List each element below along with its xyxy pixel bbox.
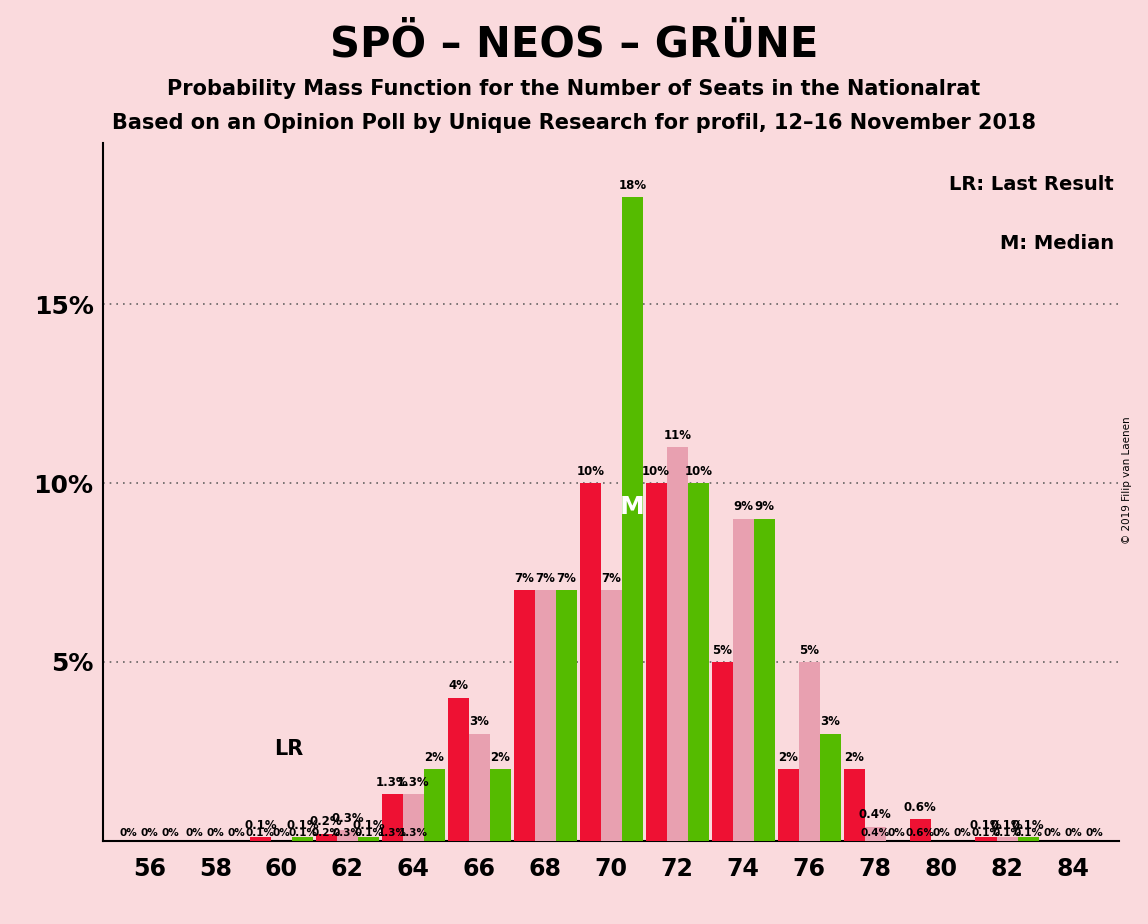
Text: 2%: 2% [490, 751, 511, 764]
Bar [622, 197, 643, 841]
Bar [424, 770, 445, 841]
Bar [844, 770, 864, 841]
Text: 0.4%: 0.4% [861, 828, 890, 838]
Text: 0.1%: 0.1% [286, 819, 319, 832]
Bar [316, 833, 336, 841]
Text: LR: LR [274, 738, 303, 759]
Text: M: Median: M: Median [1000, 234, 1115, 253]
Text: 0.1%: 0.1% [970, 819, 1002, 832]
Bar [996, 837, 1018, 841]
Bar [909, 820, 931, 841]
Bar [864, 827, 886, 841]
Text: SPÖ – NEOS – GRÜNE: SPÖ – NEOS – GRÜNE [329, 23, 819, 65]
Bar [403, 795, 424, 841]
Text: 1.3%: 1.3% [375, 776, 409, 789]
Text: 0%: 0% [207, 828, 224, 838]
Text: 0.3%: 0.3% [331, 812, 364, 825]
Text: 0%: 0% [953, 828, 971, 838]
Bar [250, 837, 271, 841]
Bar [754, 519, 775, 841]
Text: 2%: 2% [425, 751, 444, 764]
Text: 0.3%: 0.3% [333, 828, 362, 838]
Text: 2%: 2% [844, 751, 864, 764]
Text: Probability Mass Function for the Number of Seats in the Nationalrat: Probability Mass Function for the Number… [168, 79, 980, 99]
Text: 11%: 11% [664, 429, 691, 442]
Text: 0%: 0% [119, 828, 138, 838]
Text: 1.3%: 1.3% [397, 776, 429, 789]
Text: 0.4%: 0.4% [859, 808, 892, 821]
Text: 9%: 9% [754, 501, 775, 514]
Bar [712, 662, 732, 841]
Text: 0.1%: 0.1% [245, 819, 277, 832]
Bar [556, 590, 577, 841]
Text: 0.6%: 0.6% [906, 828, 934, 838]
Bar [688, 483, 709, 841]
Text: 0.1%: 0.1% [246, 828, 274, 838]
Bar [468, 734, 490, 841]
Text: 0%: 0% [932, 828, 951, 838]
Text: 0%: 0% [272, 828, 290, 838]
Text: 7%: 7% [514, 572, 534, 585]
Text: 5%: 5% [799, 644, 820, 657]
Bar [358, 837, 379, 841]
Bar [667, 447, 688, 841]
Bar [513, 590, 535, 841]
Text: 3%: 3% [821, 715, 840, 728]
Text: 7%: 7% [602, 572, 621, 585]
Text: 0.2%: 0.2% [312, 828, 341, 838]
Bar [1018, 837, 1039, 841]
Text: 7%: 7% [557, 572, 576, 585]
Text: 0%: 0% [186, 828, 203, 838]
Bar [292, 837, 313, 841]
Bar [490, 770, 511, 841]
Text: 9%: 9% [734, 501, 753, 514]
Text: 18%: 18% [619, 178, 646, 191]
Bar [645, 483, 667, 841]
Text: 10%: 10% [684, 465, 713, 478]
Bar [777, 770, 799, 841]
Bar [732, 519, 754, 841]
Text: 0.6%: 0.6% [903, 801, 937, 814]
Bar [799, 662, 820, 841]
Text: 1.3%: 1.3% [398, 828, 428, 838]
Text: 7%: 7% [535, 572, 556, 585]
Text: 0%: 0% [162, 828, 179, 838]
Bar [976, 837, 996, 841]
Bar [535, 590, 556, 841]
Text: LR: Last Result: LR: Last Result [949, 175, 1115, 194]
Text: 0.1%: 0.1% [354, 828, 383, 838]
Text: 0.1%: 0.1% [993, 828, 1022, 838]
Text: 3%: 3% [470, 715, 489, 728]
Bar [820, 734, 840, 841]
Text: 0.1%: 0.1% [352, 819, 385, 832]
Text: 0.1%: 0.1% [1014, 828, 1042, 838]
Text: 0%: 0% [1044, 828, 1061, 838]
Text: 0%: 0% [887, 828, 905, 838]
Text: 0%: 0% [227, 828, 246, 838]
Text: 5%: 5% [712, 644, 732, 657]
Text: 10%: 10% [642, 465, 670, 478]
Text: 1.3%: 1.3% [378, 828, 406, 838]
Text: © 2019 Filip van Laenen: © 2019 Filip van Laenen [1123, 417, 1132, 544]
Text: 0%: 0% [1064, 828, 1083, 838]
Text: 0.1%: 0.1% [288, 828, 317, 838]
Text: 0%: 0% [1085, 828, 1103, 838]
Bar [448, 698, 468, 841]
Text: 2%: 2% [778, 751, 798, 764]
Text: Based on an Opinion Poll by Unique Research for profil, 12–16 November 2018: Based on an Opinion Poll by Unique Resea… [113, 113, 1035, 133]
Bar [600, 590, 622, 841]
Bar [336, 830, 358, 841]
Text: 0.1%: 0.1% [991, 819, 1024, 832]
Text: 10%: 10% [576, 465, 604, 478]
Text: M: M [620, 495, 645, 519]
Text: 0.1%: 0.1% [971, 828, 1001, 838]
Text: 0%: 0% [140, 828, 158, 838]
Text: 4%: 4% [448, 679, 468, 692]
Bar [382, 795, 403, 841]
Bar [580, 483, 600, 841]
Text: 0.2%: 0.2% [310, 815, 342, 828]
Text: 0.1%: 0.1% [1011, 819, 1045, 832]
